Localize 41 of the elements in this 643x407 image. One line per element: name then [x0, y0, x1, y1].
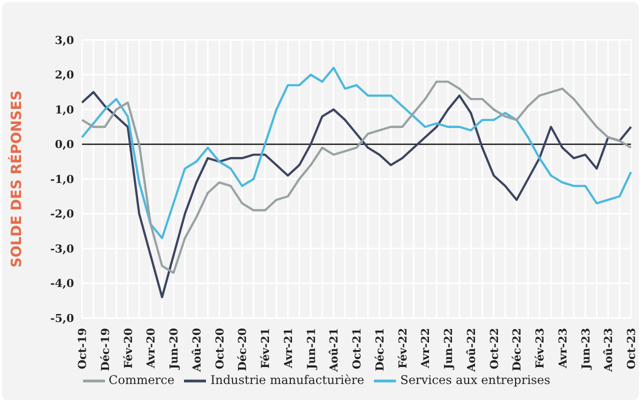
x-tick-label: Fév-23 [534, 328, 546, 368]
x-tick-label: Aoû-21 [328, 328, 341, 373]
x-tick-label: Fév-21 [259, 328, 272, 368]
x-tick-label: Avr-20 [144, 328, 158, 370]
y-tick-label: 2,0 [54, 68, 74, 82]
y-tick-label: 1,0 [54, 103, 74, 116]
y-tick-label: -4,0 [50, 277, 74, 290]
x-tick-label: Aoû-20 [190, 328, 204, 373]
x-tick-label: Fév-22 [396, 328, 410, 368]
legend-label: Commerce [108, 373, 174, 388]
x-tick-label: Oct-20 [213, 328, 226, 370]
x-tick-label: Oct-21 [350, 328, 364, 370]
legend-label: Services aux entreprises [400, 373, 550, 388]
x-tick-label: Déc-21 [373, 328, 386, 372]
x-tick-label: Avr-22 [419, 328, 432, 370]
x-tick-label: Jun-23 [579, 328, 592, 370]
x-tick-label: Avr-21 [282, 328, 295, 370]
line-series [80, 91, 632, 298]
x-tick-label: Oct-22 [488, 328, 501, 370]
legend-label: Industrie manufacturière [210, 373, 364, 388]
x-tick-label: Jun-20 [168, 328, 180, 370]
y-tick-label: -5,0 [50, 312, 74, 325]
x-tick-label: Avr-23 [556, 328, 570, 370]
y-tick-label: -1,0 [50, 172, 74, 186]
y-tick-label: -2,0 [50, 208, 74, 221]
x-tick-label: Déc-22 [510, 328, 524, 372]
x-tick-label: Fév-20 [122, 328, 135, 368]
y-tick-label: 0,0 [54, 138, 74, 152]
x-tick-label: Aoû-23 [602, 328, 616, 373]
x-tick-label: Oct-23 [625, 328, 638, 370]
y-tick-label: -3,0 [50, 242, 74, 256]
x-tick-label: Aoû-22 [464, 328, 478, 373]
x-tick-label: Oct-19 [76, 328, 89, 370]
line-series [80, 66, 632, 240]
x-tick-label: Jun-22 [442, 328, 455, 370]
y-tick-label: 3,0 [54, 34, 74, 47]
y-axis-title: SOLDE DES RÉPONSES [8, 90, 25, 268]
x-tick-label: Déc-20 [236, 328, 250, 372]
x-tick-label: Jun-21 [304, 328, 318, 370]
line-series [80, 80, 632, 274]
x-tick-label: Déc-19 [98, 328, 112, 372]
